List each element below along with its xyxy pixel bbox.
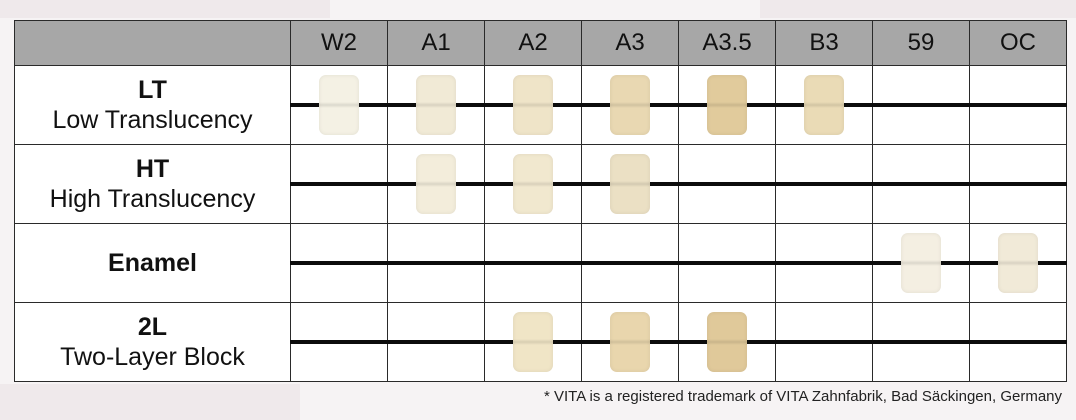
header-row: W2 A1 A2 A3 A3.5 B3 59 OC [14, 20, 1067, 66]
shade-cell [678, 302, 776, 382]
background-decoration [0, 0, 330, 18]
shade-cell [484, 65, 582, 145]
background-decoration [760, 0, 1076, 18]
table-row: 2L Two-Layer Block [14, 302, 1067, 382]
availability-line [872, 182, 970, 186]
row-code: 2L [137, 313, 168, 341]
shade-cell [872, 223, 970, 303]
shade-block-swatch [707, 312, 747, 372]
availability-line [775, 340, 873, 344]
table-row: LT Low Translucency [14, 65, 1067, 145]
shade-cell [581, 144, 679, 224]
availability-line [678, 182, 776, 186]
shade-cell [484, 144, 582, 224]
availability-line [290, 261, 388, 265]
column-header-59: 59 [872, 20, 970, 66]
shade-cell [387, 302, 485, 382]
shade-cell [775, 223, 873, 303]
row-description: Two-Layer Block [60, 343, 245, 371]
row-description: Low Translucency [52, 106, 253, 134]
availability-line [969, 340, 1067, 344]
shade-cell [872, 302, 970, 382]
shade-block-swatch [513, 75, 553, 135]
row-description: High Translucency [49, 185, 256, 213]
table-body: LT Low Translucency HT High Translucency Ena… [14, 65, 1067, 382]
shade-cell [775, 144, 873, 224]
row-label: LT Low Translucency [14, 65, 291, 145]
shade-block-swatch [513, 154, 553, 214]
row-label: 2L Two-Layer Block [14, 302, 291, 382]
shade-block-swatch [610, 75, 650, 135]
availability-line [290, 182, 388, 186]
shade-cell [872, 144, 970, 224]
availability-line [678, 261, 776, 265]
availability-line [969, 103, 1067, 107]
table-header: W2 A1 A2 A3 A3.5 B3 59 OC [14, 20, 1067, 66]
shade-block-swatch [513, 312, 553, 372]
table-row: HT High Translucency [14, 144, 1067, 224]
column-header-a3-5: A3.5 [678, 20, 776, 66]
header-corner-cell [14, 20, 291, 66]
shade-cell [387, 144, 485, 224]
shade-cell [969, 223, 1067, 303]
availability-line [581, 261, 679, 265]
shade-block-swatch [610, 154, 650, 214]
table-row: Enamel [14, 223, 1067, 303]
column-header-b3: B3 [775, 20, 873, 66]
shade-block-swatch [610, 312, 650, 372]
availability-line [872, 340, 970, 344]
shade-cell [290, 65, 388, 145]
shade-block-swatch [416, 154, 456, 214]
row-code: Enamel [108, 249, 197, 277]
row-code: LT [138, 76, 167, 104]
shade-cell [290, 144, 388, 224]
row-label: HT High Translucency [14, 144, 291, 224]
shade-cell [969, 144, 1067, 224]
shade-block-swatch [804, 75, 844, 135]
availability-line [484, 261, 582, 265]
shade-cell [678, 65, 776, 145]
availability-line [969, 182, 1067, 186]
shade-cell [484, 302, 582, 382]
availability-line [872, 103, 970, 107]
shade-cell [872, 65, 970, 145]
shade-block-swatch [901, 233, 941, 293]
availability-line [387, 340, 485, 344]
column-header-a3: A3 [581, 20, 679, 66]
shade-block-swatch [319, 75, 359, 135]
shade-cell [775, 65, 873, 145]
shade-cell [775, 302, 873, 382]
trademark-footnote: * VITA is a registered trademark of VITA… [543, 388, 1062, 405]
column-header-a2: A2 [484, 20, 582, 66]
shade-block-swatch [998, 233, 1038, 293]
shade-block-swatch [416, 75, 456, 135]
shade-cell [387, 65, 485, 145]
column-header-a1: A1 [387, 20, 485, 66]
shade-cell [581, 302, 679, 382]
shade-cell [387, 223, 485, 303]
row-code: HT [135, 155, 170, 183]
shade-cell [484, 223, 582, 303]
availability-line [387, 261, 485, 265]
column-header-oc: OC [969, 20, 1067, 66]
shade-cell [581, 223, 679, 303]
shade-cell [581, 65, 679, 145]
background-decoration [0, 384, 300, 420]
availability-line [290, 340, 388, 344]
row-label: Enamel [14, 223, 291, 303]
shade-availability-table: W2 A1 A2 A3 A3.5 B3 59 OC LT Low Translucency HT H… [14, 20, 1067, 382]
column-header-w2: W2 [290, 20, 388, 66]
shade-cell [290, 302, 388, 382]
availability-line [775, 261, 873, 265]
shade-block-swatch [707, 75, 747, 135]
availability-line [775, 182, 873, 186]
shade-cell [969, 302, 1067, 382]
shade-cell [969, 65, 1067, 145]
shade-cell [290, 223, 388, 303]
shade-cell [678, 223, 776, 303]
shade-cell [678, 144, 776, 224]
